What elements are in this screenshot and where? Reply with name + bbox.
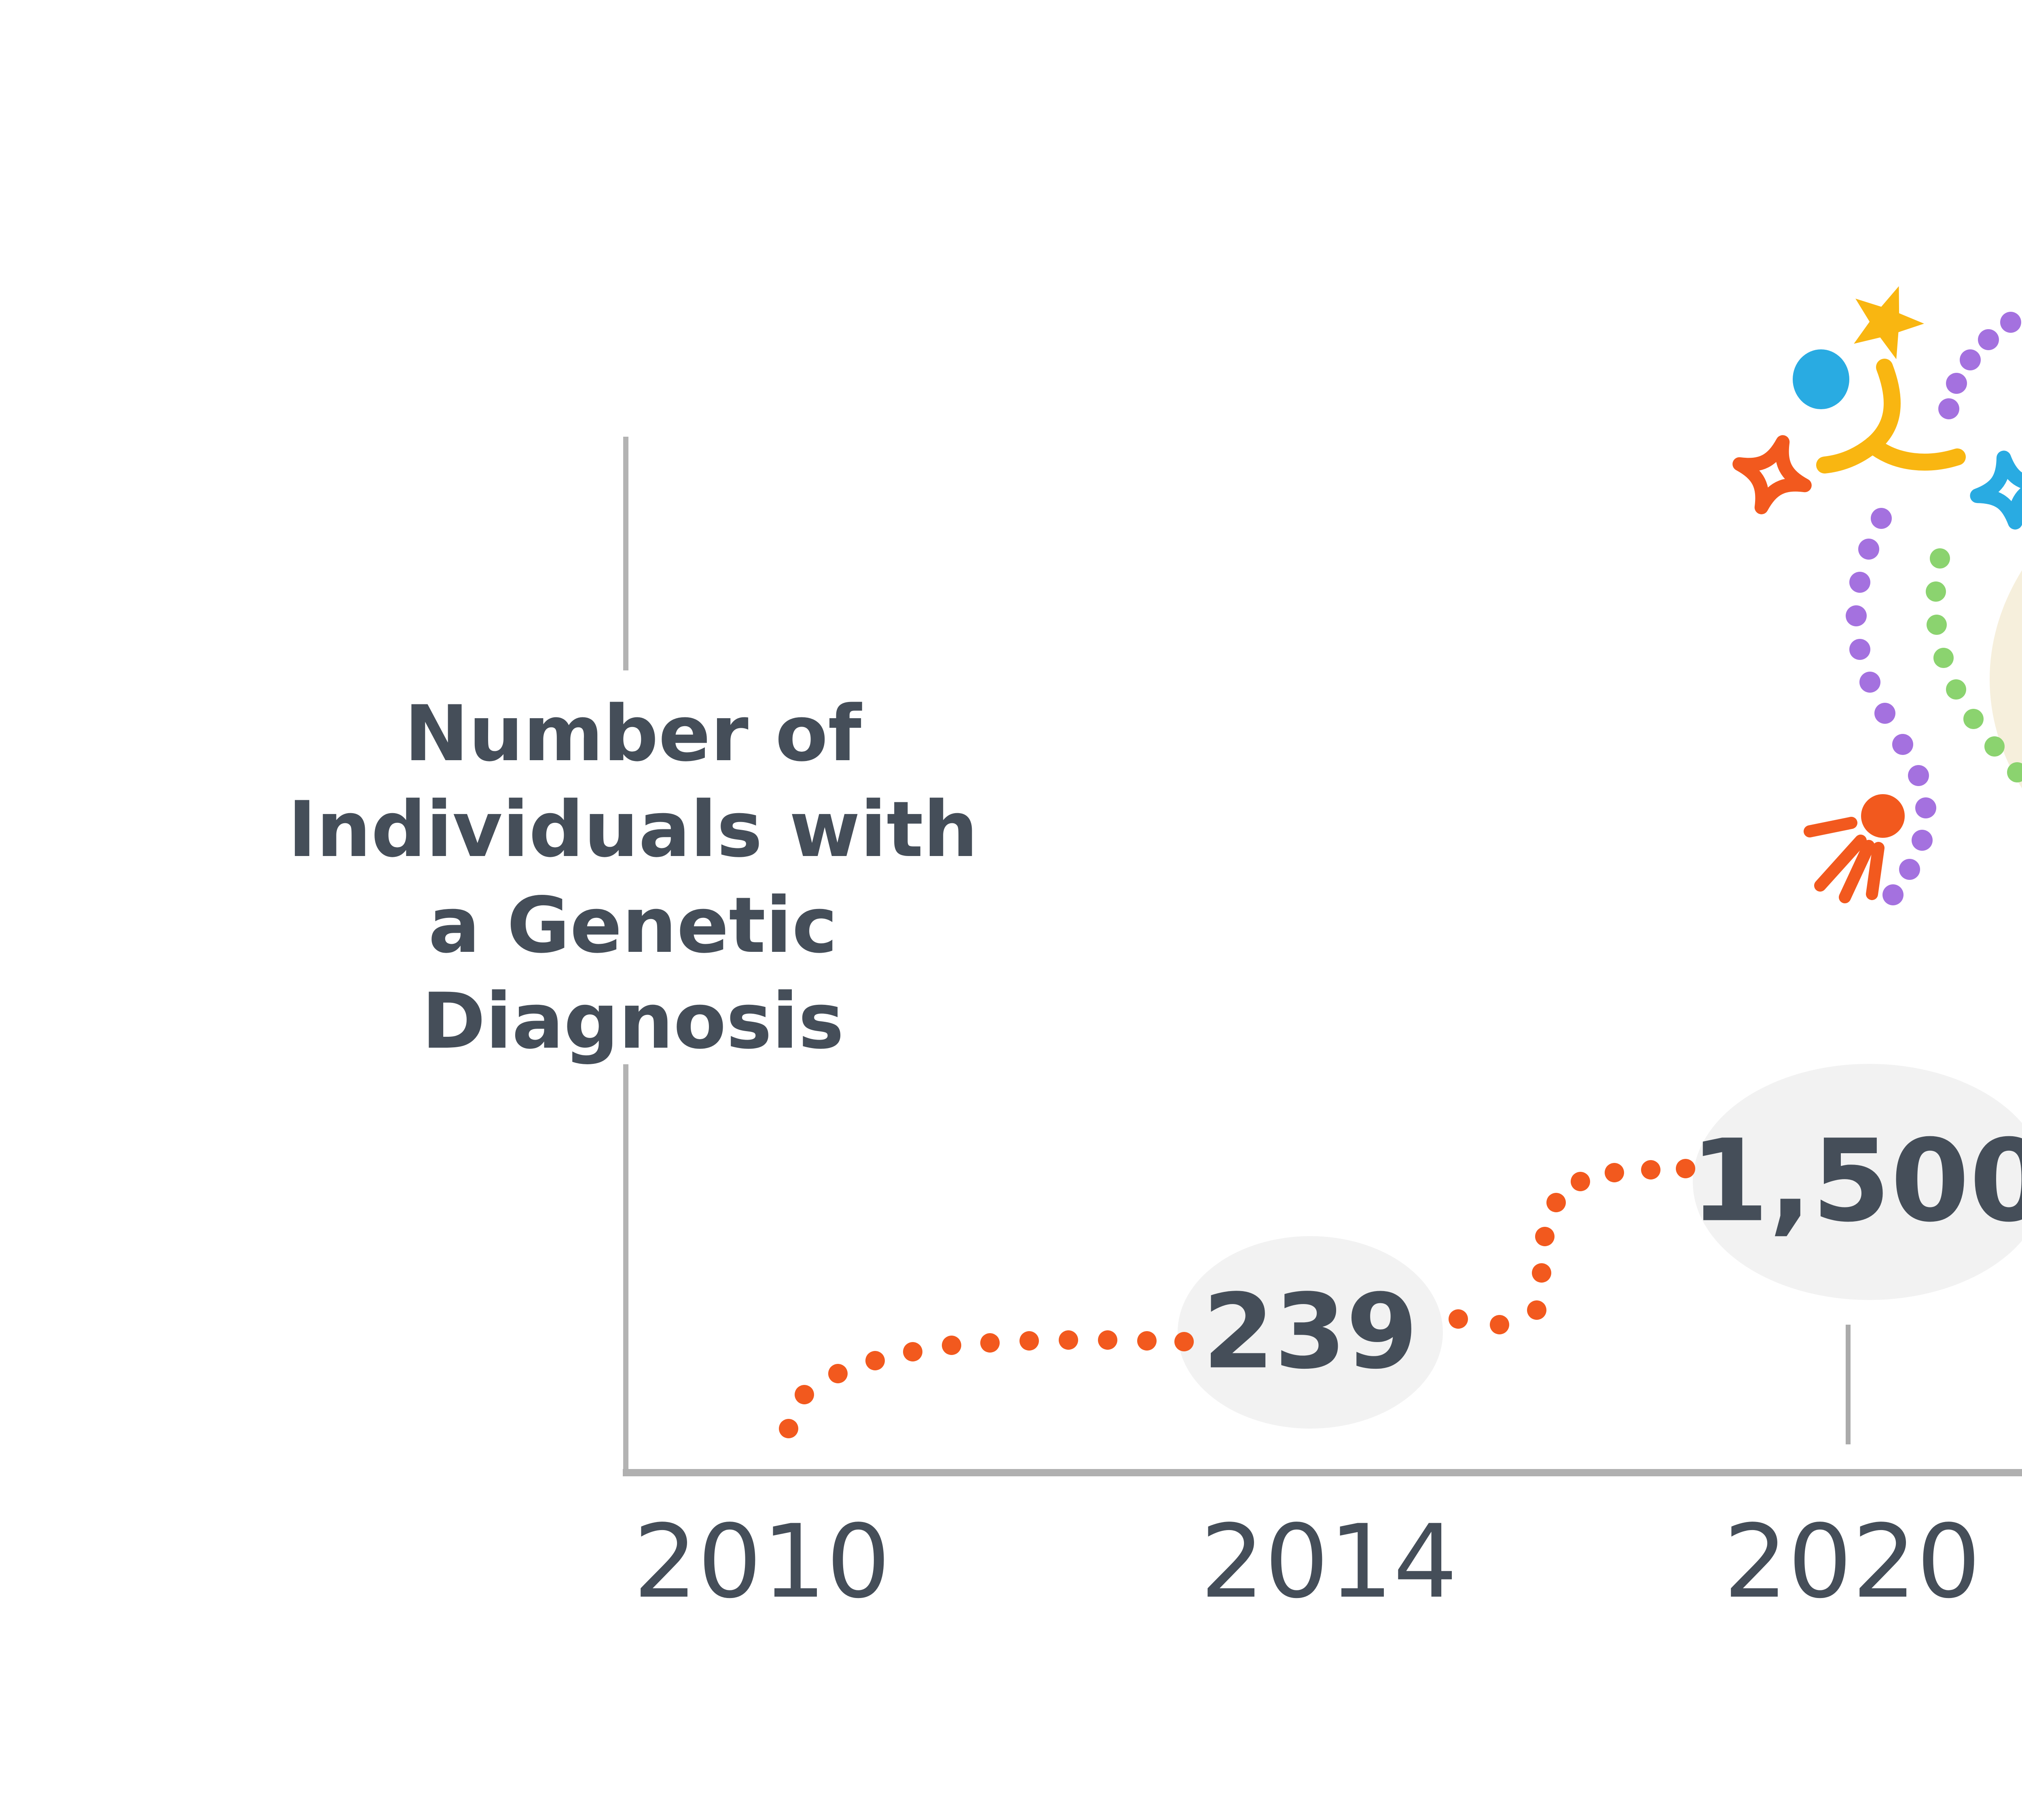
purple-trail-left-dot <box>1915 797 1936 818</box>
purple-trail-left-dot <box>1899 859 1920 880</box>
trend-dot <box>779 1419 798 1438</box>
sparkle-icon <box>1970 450 2022 530</box>
green-trail-left-dot <box>1926 581 1946 602</box>
trend-dot <box>1174 1332 1194 1351</box>
y-axis-label-line: a Genetic <box>428 881 838 970</box>
swoosh-branch-icon <box>1816 359 1966 473</box>
trend-dot <box>1676 1159 1695 1178</box>
trend-dot <box>1532 1263 1551 1283</box>
x-axis-line <box>623 1469 2022 1476</box>
trend-dot <box>1490 1315 1509 1334</box>
sunburst-icon <box>1804 794 1905 903</box>
green-trail-left-dot <box>1984 736 2005 757</box>
x-tick-label-2020: 2020 <box>1723 1503 1981 1621</box>
blue-dot-icon <box>1793 349 1849 409</box>
purple-arc-left-dot <box>1960 349 1981 370</box>
purple-trail-left-dot <box>1849 572 1870 593</box>
purple-trail-left-dot <box>1858 539 1879 560</box>
purple-trail-left-dot <box>1859 672 1880 693</box>
trend-dot <box>828 1364 848 1383</box>
green-trail-left-dot <box>1933 648 1954 668</box>
trend-dot <box>1605 1163 1624 1182</box>
trend-dot <box>1098 1330 1117 1350</box>
trend-dot <box>1019 1331 1039 1351</box>
purple-trail-left-dot <box>1908 765 1929 786</box>
milestone-value-1500: 1,500 <box>1690 1115 2022 1247</box>
purple-trail-left-dot <box>1846 605 1867 626</box>
y-axis-lower-segment <box>623 1064 628 1469</box>
star-icon <box>1854 286 1924 359</box>
green-trail-left-dot <box>1927 615 1947 635</box>
trend-dot <box>1137 1331 1157 1351</box>
y-axis-label: Number of Individuals with a Genetic Dia… <box>288 686 978 1069</box>
purple-trail-left-dot <box>1882 884 1904 905</box>
trend-dot <box>1546 1193 1566 1212</box>
y-axis-label-line: Number of <box>404 689 862 778</box>
purple-arc-left-dot <box>1978 329 1999 350</box>
purple-trail-left-dot <box>1871 508 1892 529</box>
trend-dot <box>795 1385 814 1404</box>
trend-dotted-curve <box>779 1159 1695 1438</box>
x-tick-label-2014: 2014 <box>1200 1503 1458 1621</box>
trend-dot <box>942 1336 961 1355</box>
green-trail-left-dot <box>1930 548 1950 569</box>
green-trail-left-dot <box>1963 709 1984 729</box>
milestone-bubble-9000 <box>1990 570 2022 788</box>
y-axis-upper-segment <box>623 437 628 670</box>
purple-arc-left-dot <box>2000 312 2021 333</box>
tick-2020 <box>1846 1325 1851 1444</box>
green-trail-left-dot <box>2007 762 2022 782</box>
trend-dot <box>1535 1227 1555 1246</box>
purple-arc-left-dot <box>1938 398 1959 419</box>
milestone-bubble-1500 <box>1693 1064 2022 1300</box>
sparkle-icon <box>1732 435 1812 514</box>
trend-dot <box>1449 1309 1468 1329</box>
trend-dot <box>903 1342 922 1361</box>
purple-trail-left-dot <box>1912 830 1933 851</box>
green-trail-left-dot <box>1946 679 1966 700</box>
purple-trail-left-dot <box>1849 639 1870 660</box>
milestone-value-239: 239 <box>1202 1272 1418 1392</box>
purple-arc-left-dot <box>1946 373 1967 394</box>
milestone-bubble-239 <box>1178 1236 1443 1429</box>
x-tick-label-2010: 2010 <box>633 1503 891 1621</box>
trend-dot <box>865 1351 885 1370</box>
y-axis-label-line: Diagnosis <box>421 977 844 1066</box>
trend-dot <box>1527 1300 1546 1320</box>
trend-dot <box>980 1333 1000 1353</box>
trend-dot <box>1641 1160 1660 1180</box>
y-axis-label-line: Individuals with <box>288 785 978 874</box>
trend-dot <box>1571 1172 1590 1191</box>
confetti-dot-trails <box>1846 312 2022 905</box>
trend-dot <box>1059 1330 1078 1350</box>
purple-trail-left-dot <box>1874 703 1895 724</box>
purple-trail-left-dot <box>1892 734 1913 755</box>
